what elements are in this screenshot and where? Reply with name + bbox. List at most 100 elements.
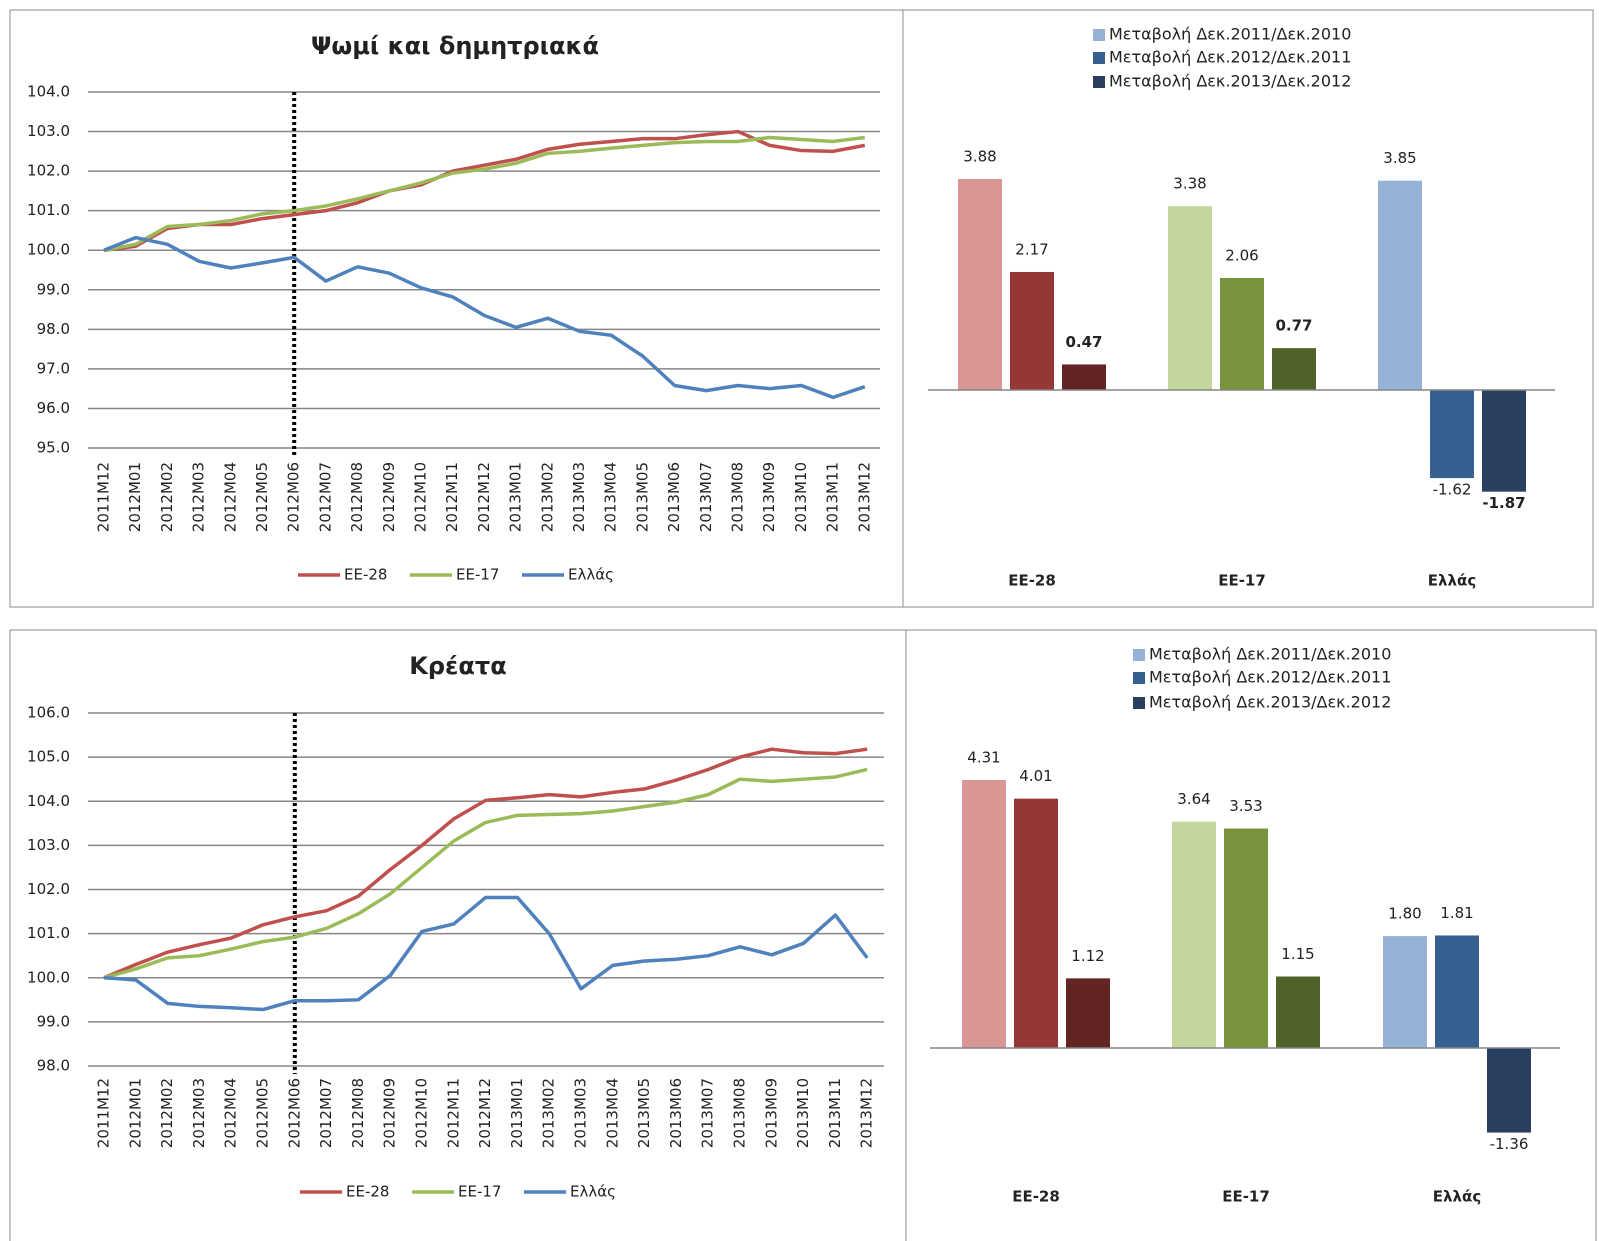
- x-tick-label: 2012M03: [190, 462, 208, 532]
- x-tick-label: 2012M04: [222, 1078, 240, 1148]
- y-tick-label: 100.0: [27, 241, 70, 259]
- category-label: Ελλάς: [1433, 1188, 1481, 1206]
- y-tick-label: 95.0: [37, 439, 70, 457]
- legend-label: ΕΕ-28: [344, 566, 387, 584]
- value-label: 4.31: [967, 749, 1000, 767]
- x-tick-label: 2012M11: [444, 1078, 462, 1148]
- series-line: [103, 895, 869, 1012]
- legend-swatch: [1133, 697, 1145, 709]
- value-label: 0.47: [1065, 333, 1102, 351]
- panel-border: [9, 629, 907, 1241]
- x-tick-label: 2012M12: [476, 1078, 494, 1148]
- x-tick-label: 2012M02: [158, 462, 176, 532]
- bar: [1430, 390, 1474, 479]
- y-tick-label: 96.0: [37, 399, 70, 417]
- bar: [1172, 821, 1216, 1048]
- chart-title: Ψωμί και δημητριακά: [311, 32, 599, 60]
- value-label: 0.77: [1275, 317, 1312, 335]
- x-tick-label: 2012M02: [158, 1078, 176, 1148]
- x-tick-label: 2013M08: [729, 462, 747, 532]
- x-tick-label: 2013M03: [570, 462, 588, 532]
- bar: [1487, 1048, 1531, 1133]
- y-tick-label: 97.0: [37, 359, 70, 377]
- y-tick-label: 103.0: [27, 122, 70, 140]
- y-tick-label: 98.0: [37, 320, 70, 338]
- legend-swatch: [1133, 649, 1145, 661]
- value-label: -1.36: [1490, 1135, 1529, 1153]
- legend-label: Ελλάς: [568, 566, 614, 584]
- value-label: 1.12: [1071, 947, 1104, 965]
- x-tick-label: 2012M06: [285, 1078, 303, 1148]
- bar: [962, 780, 1006, 1048]
- category-label: ΕΕ-28: [1012, 1188, 1060, 1206]
- x-tick-label: 2012M08: [348, 462, 366, 532]
- x-tick-label: 2012M09: [380, 462, 398, 532]
- bar: [1062, 364, 1106, 390]
- x-tick-label: 2013M02: [540, 1078, 558, 1148]
- x-tick-label: 2011M12: [95, 462, 113, 532]
- x-tick-label: 2013M03: [572, 1078, 590, 1148]
- x-tick-label: 2012M12: [475, 462, 493, 532]
- x-tick-label: 2012M01: [126, 462, 144, 532]
- legend-label: Ελλάς: [570, 1183, 616, 1201]
- x-tick-label: 2013M05: [633, 462, 651, 532]
- x-tick-label: 2012M03: [190, 1078, 208, 1148]
- value-label: 3.64: [1177, 790, 1210, 808]
- series-line: [103, 235, 866, 400]
- x-tick-label: 2012M07: [317, 1078, 335, 1148]
- value-label: 1.15: [1281, 945, 1314, 963]
- value-label: 3.53: [1229, 797, 1262, 815]
- x-tick-label: 2013M04: [602, 462, 620, 532]
- x-tick-label: 2013M10: [792, 462, 810, 532]
- legend-swatch: [1093, 52, 1105, 64]
- bar: [1224, 828, 1268, 1048]
- bar: [1276, 976, 1320, 1048]
- y-tick-label: 103.0: [27, 836, 70, 854]
- value-label: 3.88: [963, 148, 996, 166]
- legend-label: ΕΕ-17: [456, 566, 499, 584]
- y-tick-label: 102.0: [27, 880, 70, 898]
- category-label: ΕΕ-28: [1008, 572, 1056, 590]
- y-tick-label: 104.0: [27, 83, 70, 101]
- x-tick-label: 2013M01: [507, 462, 525, 532]
- bar: [1482, 390, 1526, 492]
- value-label: 2.17: [1015, 240, 1048, 258]
- x-tick-label: 2012M08: [349, 1078, 367, 1148]
- x-tick-label: 2013M06: [665, 462, 683, 532]
- chart-title: Κρέατα: [409, 652, 506, 680]
- bar: [1066, 978, 1110, 1048]
- y-tick-label: 99.0: [37, 1012, 70, 1030]
- x-tick-label: 2013M06: [667, 1078, 685, 1148]
- panel-border: [902, 9, 1594, 608]
- x-tick-label: 2013M02: [538, 462, 556, 532]
- x-tick-label: 2012M11: [443, 462, 461, 532]
- bar: [1010, 271, 1054, 390]
- category-label: Ελλάς: [1428, 572, 1476, 590]
- x-tick-label: 2012M05: [253, 462, 271, 532]
- x-tick-label: 2013M07: [699, 1078, 717, 1148]
- panel-border: [905, 629, 1597, 1241]
- series-line: [103, 747, 868, 980]
- legend-label: Μεταβολή Δεκ.2011/Δεκ.2010: [1149, 645, 1391, 664]
- x-tick-label: 2012M01: [126, 1078, 144, 1148]
- y-tick-label: 104.0: [27, 792, 70, 810]
- x-tick-label: 2013M05: [635, 1078, 653, 1148]
- value-label: 2.06: [1225, 246, 1258, 264]
- bar: [1272, 348, 1316, 390]
- x-tick-label: 2013M11: [824, 462, 842, 532]
- category-label: ΕΕ-17: [1218, 572, 1266, 590]
- legend-label: ΕΕ-17: [458, 1183, 501, 1201]
- y-tick-label: 106.0: [27, 704, 70, 722]
- x-tick-label: 2012M06: [285, 462, 303, 532]
- bar: [1014, 798, 1058, 1048]
- bar: [1378, 180, 1422, 390]
- legend-label: Μεταβολή Δεκ.2013/Δεκ.2012: [1149, 693, 1391, 712]
- value-label: 3.85: [1383, 149, 1416, 167]
- x-tick-label: 2013M12: [858, 1078, 876, 1148]
- x-tick-label: 2013M09: [762, 1078, 780, 1148]
- bar: [1220, 277, 1264, 390]
- legend-swatch: [1133, 672, 1145, 684]
- legend-label: Μεταβολή Δεκ.2012/Δεκ.2011: [1149, 668, 1391, 687]
- legend-swatch: [1093, 76, 1105, 88]
